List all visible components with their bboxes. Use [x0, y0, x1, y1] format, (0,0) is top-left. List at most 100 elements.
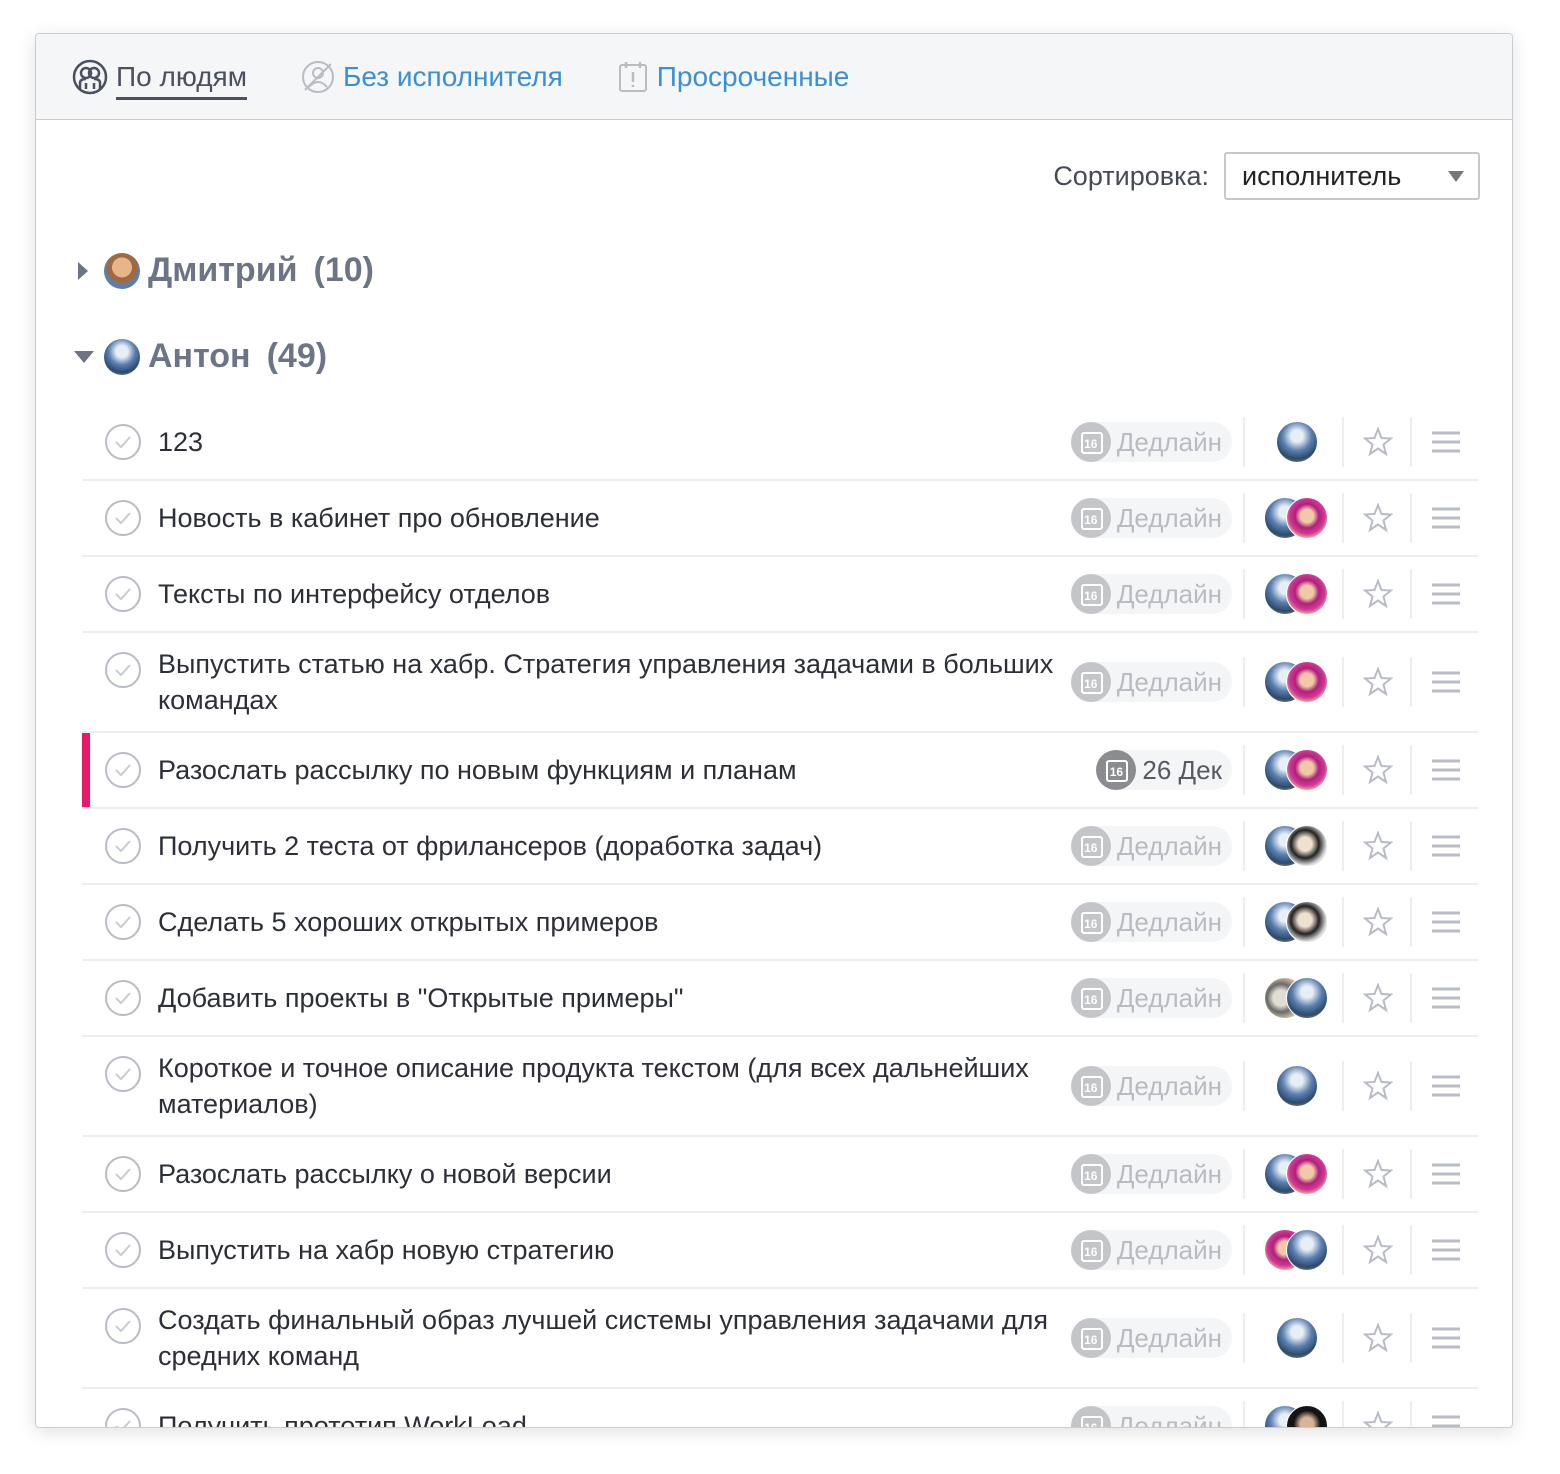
task-title: Выпустить на хабр новую стратегию: [158, 1235, 615, 1265]
calendar-icon: 16: [1070, 1318, 1111, 1358]
separator: [1243, 1061, 1245, 1111]
tab-no-assignee[interactable]: Без исполнителя: [301, 60, 563, 94]
separator: [1410, 657, 1412, 707]
menu[interactable]: [1431, 582, 1461, 606]
task-title: Получить прототип WorkLoad: [158, 1411, 527, 1428]
deadline[interactable]: 16 Дедлайн: [1070, 826, 1232, 866]
check[interactable]: [104, 979, 142, 1017]
deadline[interactable]: 16 Дедлайн: [1070, 1406, 1232, 1428]
tab-by-people[interactable]: По людям: [72, 54, 247, 100]
group-header[interactable]: Дмитрий (10): [74, 251, 374, 290]
avatar: [1286, 825, 1328, 867]
deadline[interactable]: 16 Дедлайн: [1070, 1066, 1232, 1106]
check[interactable]: [104, 827, 142, 865]
deadline-text: Дедлайн: [1116, 502, 1222, 533]
check[interactable]: [104, 651, 142, 689]
group-header[interactable]: Антон (49): [74, 337, 327, 376]
separator: [1410, 821, 1412, 871]
menu[interactable]: [1431, 670, 1461, 694]
separator: [1342, 1061, 1344, 1111]
deadline[interactable]: 16 Дедлайн: [1070, 1318, 1232, 1358]
task-row: Короткое и точное описание продукта текс…: [82, 1037, 1478, 1137]
deadline[interactable]: 16 26 Дек: [1096, 750, 1232, 790]
check[interactable]: [104, 751, 142, 789]
star[interactable]: [1363, 755, 1393, 785]
star[interactable]: [1363, 1235, 1393, 1265]
assignees: [1264, 661, 1334, 703]
avatar: [1286, 749, 1328, 791]
calendar-icon: 16: [1070, 826, 1111, 866]
menu[interactable]: [1431, 986, 1461, 1010]
task-row: Сделать 5 хороших открытых примеров 16 Дед…: [82, 885, 1478, 961]
calendar-day: 16: [1084, 993, 1098, 1007]
menu[interactable]: [1431, 834, 1461, 858]
check[interactable]: [104, 1307, 142, 1345]
star[interactable]: [1363, 503, 1393, 533]
separator: [1410, 973, 1412, 1023]
star[interactable]: [1363, 667, 1393, 697]
deadline-text: Дедлайн: [1116, 982, 1222, 1013]
deadline[interactable]: 16 Дедлайн: [1070, 422, 1232, 462]
deadline[interactable]: 16 Дедлайн: [1070, 498, 1232, 538]
deadline[interactable]: 16 Дедлайн: [1070, 1154, 1232, 1194]
menu[interactable]: [1431, 1238, 1461, 1262]
deadline-text: Дедлайн: [1116, 426, 1222, 457]
deadline-text: Дедлайн: [1116, 666, 1222, 697]
assignees: [1264, 901, 1334, 943]
deadline[interactable]: 16 Дедлайн: [1070, 574, 1232, 614]
separator: [1243, 973, 1245, 1023]
check[interactable]: [104, 1231, 142, 1269]
star[interactable]: [1363, 579, 1393, 609]
star[interactable]: [1363, 1159, 1393, 1189]
deadline[interactable]: 16 Дедлайн: [1070, 978, 1232, 1018]
check[interactable]: [104, 1407, 142, 1428]
calendar-day: 16: [1084, 1421, 1098, 1428]
deadline[interactable]: 16 Дедлайн: [1070, 1230, 1232, 1270]
group-name: Антон: [148, 337, 251, 375]
deadline-text: Дедлайн: [1116, 906, 1222, 937]
menu[interactable]: [1431, 1074, 1461, 1098]
menu[interactable]: [1431, 430, 1461, 454]
sort-label: Сортировка:: [1053, 160, 1209, 191]
check[interactable]: [104, 499, 142, 537]
calendar-icon: 16: [1096, 750, 1137, 790]
deadline-text: Дедлайн: [1116, 1410, 1222, 1428]
sort-select[interactable]: исполнитель: [1224, 152, 1480, 200]
star[interactable]: [1363, 983, 1393, 1013]
check[interactable]: [104, 1055, 142, 1093]
deadline[interactable]: 16 Дедлайн: [1070, 662, 1232, 702]
star[interactable]: [1363, 831, 1393, 861]
tab-label: По людям: [116, 61, 247, 100]
deadline-text: Дедлайн: [1116, 578, 1222, 609]
menu[interactable]: [1431, 1162, 1461, 1186]
separator: [1342, 493, 1344, 543]
menu[interactable]: [1431, 1414, 1461, 1428]
assignees: [1264, 497, 1334, 539]
menu[interactable]: [1431, 506, 1461, 530]
deadline[interactable]: 16 Дедлайн: [1070, 902, 1232, 942]
menu[interactable]: [1431, 1326, 1461, 1350]
tasks-panel: По людям Без исполнителя Просроченные Со…: [35, 33, 1513, 1428]
check[interactable]: [104, 423, 142, 461]
avatar: [1286, 977, 1328, 1019]
menu[interactable]: [1431, 758, 1461, 782]
calendar-icon: 16: [1070, 662, 1111, 702]
star[interactable]: [1363, 907, 1393, 937]
check[interactable]: [104, 1155, 142, 1193]
tab-overdue[interactable]: Просроченные: [617, 60, 849, 94]
check[interactable]: [104, 575, 142, 613]
group-name: Дмитрий: [148, 251, 298, 289]
star[interactable]: [1363, 1071, 1393, 1101]
menu[interactable]: [1431, 910, 1461, 934]
avatar: [1286, 901, 1328, 943]
separator: [1243, 1313, 1245, 1363]
star[interactable]: [1363, 427, 1393, 457]
separator: [1243, 821, 1245, 871]
calendar-icon: 16: [1070, 1406, 1111, 1428]
task-row: Получить 2 теста от фрилансеров (доработ…: [82, 809, 1478, 885]
assignees: [1264, 977, 1334, 1019]
check[interactable]: [104, 903, 142, 941]
star[interactable]: [1363, 1411, 1393, 1428]
star[interactable]: [1363, 1323, 1393, 1353]
